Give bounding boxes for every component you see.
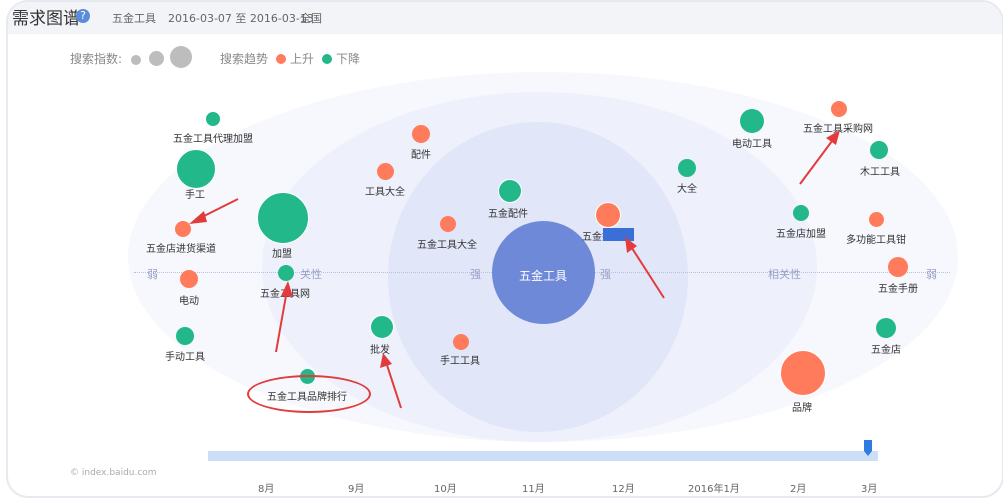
keyword-label: 配件 [411, 150, 431, 161]
keyword-label: 大全 [677, 184, 697, 195]
axis-strong-right: 强 [600, 268, 611, 281]
arrow-line [629, 244, 665, 299]
timeline-month: 11月 [522, 484, 545, 495]
keyword-node[interactable] [377, 163, 394, 180]
center-keyword-node[interactable] [492, 221, 595, 324]
arrow-line [799, 136, 836, 185]
keyword-label: 五金手册 [878, 284, 918, 295]
keyword-label: 五金配件 [488, 209, 528, 220]
slider-handle-icon [864, 440, 872, 456]
axis-related-left: 关性 [300, 268, 322, 281]
search-trend-label: 搜索趋势 [220, 52, 269, 66]
timeline-month: 3月 [861, 484, 878, 495]
keyword-label: 批发 [370, 345, 390, 356]
demand-graph-panel: 需求图谱 ? 五金工具 2016-03-07 至 2016-03-13 全国 搜… [6, 0, 1003, 498]
keyword-node[interactable] [370, 315, 394, 339]
highlight-ellipse [247, 375, 371, 413]
keyword-node[interactable] [831, 101, 847, 117]
keyword-node[interactable] [175, 221, 191, 237]
keyword-node[interactable] [176, 149, 216, 189]
size-large-icon [170, 46, 192, 68]
keyword-node[interactable] [793, 205, 809, 221]
axis-strong-left: 强 [470, 268, 481, 281]
keyword-label: 木工工具 [860, 167, 900, 178]
keyword-label: 五金工具 [112, 12, 156, 25]
keyword-label: 五金工具大全 [417, 240, 477, 251]
keyword-node[interactable] [870, 141, 888, 159]
timeline-month: 12月 [612, 484, 635, 495]
region-label: 全国 [300, 12, 322, 25]
search-index-label: 搜索指数: [70, 52, 123, 66]
trend-up-icon [276, 54, 286, 64]
keyword-label: 五金工具代理加盟 [173, 134, 253, 145]
keyword-label: 电动 [179, 296, 199, 307]
center-keyword-label: 五金工具 [519, 269, 568, 283]
timeline-month: 2016年1月 [688, 484, 740, 495]
keyword-node[interactable] [595, 202, 621, 228]
arrow-head [625, 237, 637, 253]
keyword-label: 五金店进货渠道 [146, 244, 216, 255]
timeline-month: 2月 [790, 484, 807, 495]
keyword-node[interactable] [440, 216, 456, 232]
arrow-head [380, 353, 392, 368]
date-range: 2016-03-07 至 2016-03-13 [168, 12, 314, 25]
keyword-node[interactable] [869, 212, 884, 227]
keyword-label: 手工工具 [440, 356, 480, 367]
keyword-node[interactable] [780, 350, 826, 396]
keyword-label: 品牌 [792, 403, 812, 414]
timeline-month: 8月 [258, 484, 275, 495]
selected-text-highlight [603, 228, 634, 241]
keyword-label: 多功能工具钳 [846, 235, 906, 246]
timeline-month: 9月 [348, 484, 365, 495]
timeline-month: 10月 [434, 484, 457, 495]
arrow-line [275, 289, 288, 353]
trend-up-label: 上升 [290, 52, 315, 66]
annotation-arrows [189, 130, 840, 409]
page-title: 需求图谱 [12, 9, 80, 29]
keyword-node[interactable] [888, 257, 908, 277]
arrow-head [189, 211, 207, 224]
time-slider-handle[interactable] [863, 439, 873, 457]
keyword-label: 手动工具 [165, 352, 205, 363]
keyword-node[interactable] [498, 179, 522, 203]
keyword-node[interactable] [453, 334, 469, 350]
trend-down-label: 下降 [336, 52, 361, 66]
relation-graph: 弱 关性 强 强 相关性 弱 五金工具 五金工具代理加盟 手工 五金店进货渠道 … [8, 72, 1002, 442]
keyword-node[interactable] [257, 192, 309, 244]
keyword-node[interactable] [412, 125, 430, 143]
time-slider-track[interactable] [208, 451, 878, 461]
watermark: © index.baidu.com [70, 468, 157, 478]
keyword-node[interactable] [180, 270, 198, 288]
axis-weak-left: 弱 [147, 268, 158, 281]
keyword-label: 五金店加盟 [776, 229, 826, 240]
axis-weak-right: 弱 [926, 268, 937, 281]
axis-related-right: 相关性 [768, 268, 801, 281]
keyword-label: 工具大全 [365, 187, 405, 198]
keyword-node[interactable] [278, 265, 294, 281]
keyword-label: 手工 [185, 190, 205, 201]
keyword-node[interactable] [678, 159, 696, 177]
keyword-label: 加盟 [272, 249, 292, 260]
trend-down-icon [322, 54, 332, 64]
keyword-label: 电动工具 [732, 139, 772, 150]
panel-header: 需求图谱 ? 五金工具 2016-03-07 至 2016-03-13 全国 [8, 2, 1002, 34]
arrow-line [385, 361, 402, 409]
arrow-head [281, 281, 293, 297]
keyword-node[interactable] [176, 327, 194, 345]
keyword-node[interactable] [206, 112, 220, 126]
size-medium-icon [149, 51, 164, 66]
keyword-node[interactable] [876, 318, 896, 338]
keyword-label: 五金工具采购网 [803, 124, 873, 135]
arrow-head [826, 130, 840, 145]
keyword-label: 五金店 [871, 345, 901, 356]
size-small-icon [131, 55, 141, 65]
keyword-node[interactable] [740, 109, 764, 133]
help-icon[interactable]: ? [76, 9, 90, 23]
